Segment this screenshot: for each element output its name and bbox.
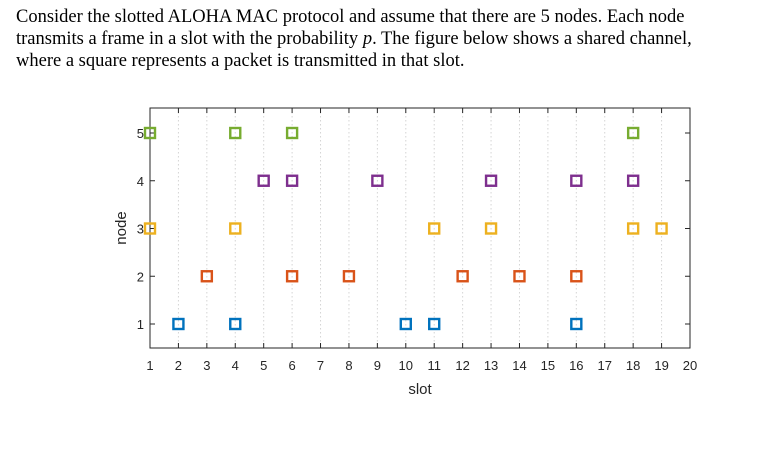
node-2-packet-marker xyxy=(200,270,214,283)
node-1-packet-marker xyxy=(570,317,583,331)
node-4-packet-marker xyxy=(570,174,583,187)
data-points xyxy=(143,126,668,331)
x-tick-label: 18 xyxy=(626,358,640,373)
x-tick-label: 4 xyxy=(232,358,239,373)
node-3-packet-marker xyxy=(626,222,640,235)
node-5-packet-marker xyxy=(626,126,640,140)
x-tick-label: 7 xyxy=(317,358,324,373)
x-tick-label: 11 xyxy=(427,358,441,373)
question-line-2-end: . The figure below shows a shared channe… xyxy=(372,29,692,49)
node-3-packet-marker xyxy=(428,222,441,235)
question-text: Consider the slotted ALOHA MAC protocol … xyxy=(16,6,766,72)
y-tick-label: 5 xyxy=(137,126,144,141)
grid-lines xyxy=(177,108,663,348)
question-line-2: transmits a frame in a slot with the pro… xyxy=(16,28,766,50)
x-tick-label: 17 xyxy=(598,358,612,373)
x-tick-label: 10 xyxy=(399,358,413,373)
x-tick-label: 2 xyxy=(175,358,182,373)
x-tick-label: 6 xyxy=(288,358,295,373)
x-tick-label: 19 xyxy=(654,358,668,373)
x-axis-label: slot xyxy=(408,381,432,398)
node-4-packet-marker xyxy=(484,174,498,187)
question-line-3: where a square represents a packet is tr… xyxy=(16,51,465,71)
node-4-packet-marker xyxy=(626,174,640,187)
x-tick-label: 5 xyxy=(260,358,267,373)
node-5-packet-marker xyxy=(143,126,157,140)
node-2-packet-marker xyxy=(513,270,526,283)
x-tick-label: 3 xyxy=(203,358,210,373)
node-3-packet-marker xyxy=(484,222,498,235)
node-2-packet-marker xyxy=(285,270,299,283)
node-4-packet-marker xyxy=(257,174,270,187)
y-tick-label: 2 xyxy=(137,269,144,284)
x-tick-label: 14 xyxy=(512,358,526,373)
y-tick-label: 3 xyxy=(137,222,144,237)
node-1-packet-marker xyxy=(428,317,441,331)
node-1-packet-marker xyxy=(172,317,185,331)
node-3-packet-marker xyxy=(655,222,668,235)
x-tick-label: 13 xyxy=(484,358,498,373)
node-3-packet-marker xyxy=(143,222,157,235)
node-2-packet-marker xyxy=(456,270,469,283)
question-line-1: Consider the slotted ALOHA MAC protocol … xyxy=(16,7,685,27)
node-5-packet-marker xyxy=(229,126,242,140)
question-line-2-start: transmits a frame in a slot with the pro… xyxy=(16,29,363,49)
y-tick-label: 4 xyxy=(137,174,144,189)
node-5-packet-marker xyxy=(285,126,299,140)
x-tick-label: 9 xyxy=(374,358,381,373)
node-1-packet-marker xyxy=(229,317,242,331)
x-tick-label: 16 xyxy=(569,358,583,373)
x-tick-label: 1 xyxy=(146,358,153,373)
node-3-packet-marker xyxy=(229,222,242,235)
node-4-packet-marker xyxy=(285,174,299,187)
node-1-packet-marker xyxy=(399,317,412,331)
x-tick-label: 15 xyxy=(541,358,555,373)
y-tick-label: 1 xyxy=(137,317,144,332)
y-axis-label: node xyxy=(113,211,130,244)
node-4-packet-marker xyxy=(371,174,384,187)
x-tick-label: 12 xyxy=(455,358,469,373)
probability-symbol: p xyxy=(362,29,373,49)
node-2-packet-marker xyxy=(342,270,356,283)
x-tick-label: 20 xyxy=(683,358,697,373)
tick-marks xyxy=(149,108,691,348)
node-2-packet-marker xyxy=(570,270,583,283)
x-tick-label: 8 xyxy=(345,358,352,373)
